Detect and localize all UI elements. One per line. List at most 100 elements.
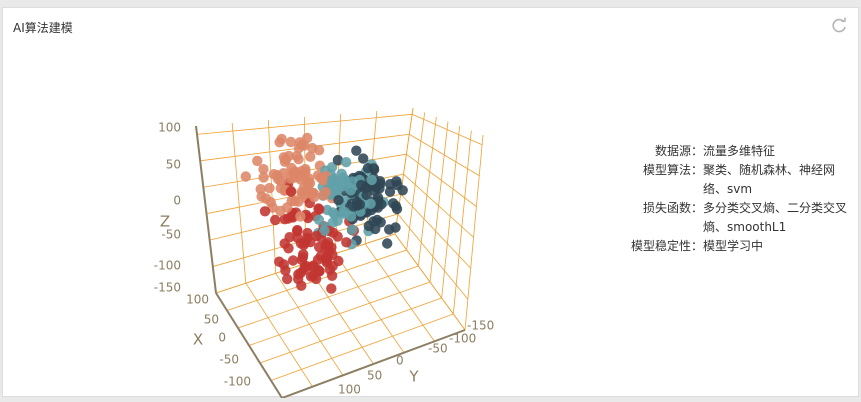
scatter-point [264,182,275,194]
info-value: 流量多维特征 [703,144,776,158]
scatter-point [324,264,336,275]
scatter-point [358,153,369,164]
grid-line [259,297,442,364]
grid-line [464,134,484,331]
info-label: 数据源： [654,144,703,158]
z-tick-label: 100 [158,121,181,135]
scatter-point [285,136,297,148]
scatter-point [255,184,266,195]
scatter-point [293,143,304,154]
scatter-point [365,198,376,209]
x-axis-label: X [193,331,203,349]
grid-line [394,233,466,331]
info-value: 模型学习中 [703,239,764,253]
scatter-point [341,157,352,168]
y-tick-label: 50 [367,369,382,383]
scatter-point [284,232,295,243]
scatter-point [302,132,313,144]
scatter-point [283,213,294,224]
scatter-point [275,183,286,194]
scatter-point [296,166,307,177]
z-axis-label: Z [160,213,170,231]
scatter-points [240,132,408,294]
grid-line [231,122,247,284]
y-tick-label: -50 [428,342,448,356]
z-tick-label: -150 [154,281,181,295]
scatter-point [285,173,296,184]
model-info: 数据源： 流量多维特征 模型算法： 聚类、随机森林、神经网络、svm 损失函数：… [631,142,853,256]
grid-line [406,112,426,251]
info-value: 聚类、随机森林、神经网络、svm [703,163,836,196]
scatter-point [313,145,325,156]
scatter-point [384,186,396,197]
scatter-point [390,200,402,212]
grid-line [452,130,472,315]
scatter-point [341,237,352,248]
scatter-point [295,211,306,222]
refresh-icon[interactable] [830,17,848,35]
scatter-point [327,207,339,218]
scatter-point [384,224,395,235]
z-tick-label: 50 [166,158,181,172]
grid-line [196,113,413,135]
z-tick-label: 0 [173,194,181,208]
scatter-point [259,206,271,217]
scatter-point [391,176,402,187]
scatter-point [252,155,263,167]
scatter-point [274,256,285,267]
x-tick-label: -100 [224,375,251,389]
scatter-point [258,172,269,183]
scatter-point [333,183,344,195]
grid-line [411,113,483,146]
panel-title: AI算法建模 [13,21,73,35]
grid-line [364,243,435,342]
scatter-point [320,239,332,250]
grid-line [394,107,414,235]
scatter-point [326,175,337,186]
scatter-point [302,232,313,244]
scatter-point [258,164,269,175]
scatter-point [283,243,294,254]
scatter-point [282,273,293,285]
z-axis-line [195,125,217,294]
scatter-point [313,214,325,225]
scatter-point [366,174,377,186]
scatter-point [302,180,314,191]
grid-line [335,253,405,353]
scatter-point [291,150,302,162]
scatter-point [317,173,328,184]
scatter-point [278,152,290,163]
scatter-point [356,179,367,191]
scatter-point [287,255,299,266]
scatter-point [265,197,276,208]
y-tick-label: 100 [338,383,361,397]
scatter-point [345,185,356,196]
scatter-point [276,133,287,145]
ai-modeling-panel: AI算法建模 -150 -100 -50 0 50 100 Z 100 50 0 -50 -100 X -… [2,7,860,398]
scatter-point [301,260,312,272]
info-label: 模型算法： [642,163,703,177]
scatter-point [305,151,316,162]
scatter-point [347,224,358,235]
y-axis-line [281,329,466,398]
info-label: 损失函数： [642,201,703,215]
info-row-datasource: 数据源： 流量多维特征 [631,142,853,161]
info-row-algorithm: 模型算法： 聚类、随机森林、神经网络、svm [631,161,853,199]
scatter-point [296,280,307,291]
scatter-point [347,176,358,187]
info-row-loss: 损失函数： 多分类交叉熵、二分类交叉熵、smoothL1 [631,199,853,237]
grid-line [409,133,480,176]
scatter-point [338,208,349,219]
scatter-point [240,171,251,182]
scatter-point [314,266,325,277]
scatter-point [352,200,363,211]
x-tick-label: -50 [219,353,239,367]
grid-line [441,125,461,299]
scatter-point [326,283,337,294]
scatter-point [333,195,344,206]
scatter-point [319,225,330,236]
scatter-point [311,230,322,242]
scatter-3d-chart[interactable]: -150-100-50050100Z100500-50-100X-150-100… [3,8,860,398]
y-axis-label: Y [408,368,419,386]
scatter-point [282,202,293,213]
